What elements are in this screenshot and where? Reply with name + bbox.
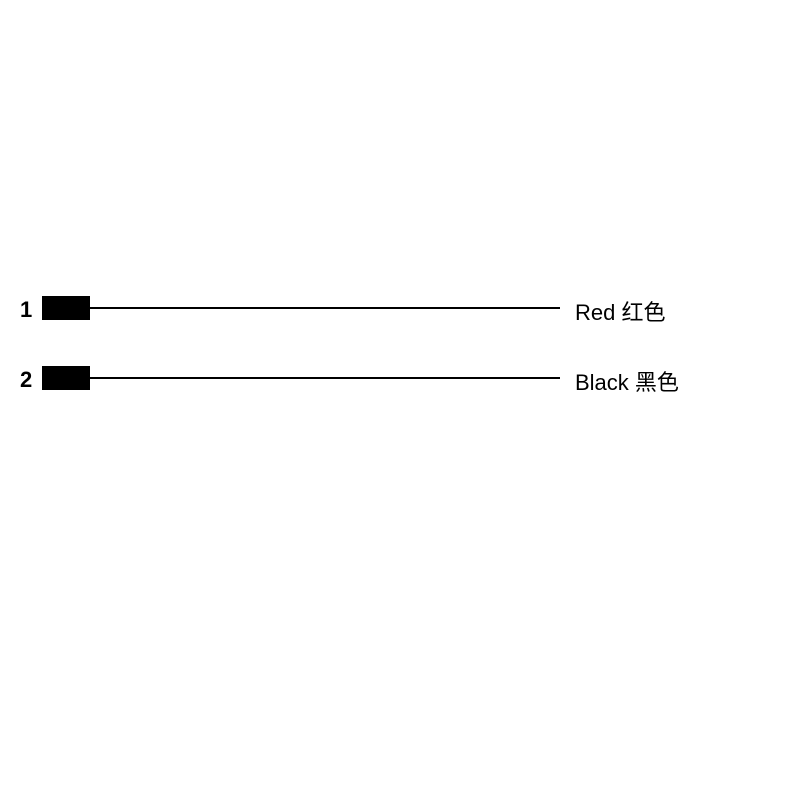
wire-line-2 (90, 377, 560, 379)
wire-label-1: Red 红色 (575, 295, 665, 327)
connector-block-2 (42, 366, 90, 390)
wire-line-1 (90, 307, 560, 309)
connector-block-1 (42, 296, 90, 320)
wire-label-2: Black 黑色 (575, 365, 679, 397)
